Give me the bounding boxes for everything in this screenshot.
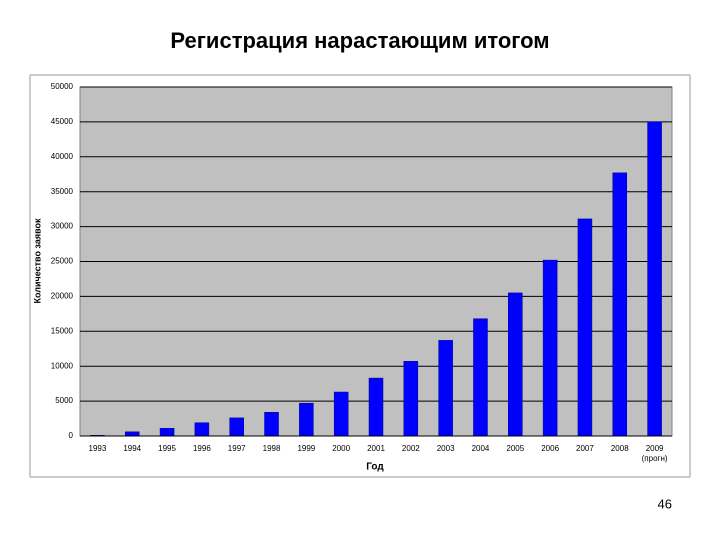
bar [229, 417, 244, 437]
y-tick-label: 10000 [51, 361, 74, 370]
bar [647, 121, 662, 437]
bar [508, 292, 523, 437]
x-tick-label: 1999 [297, 444, 315, 453]
x-tick-label: 2008 [611, 444, 629, 453]
bar [299, 402, 314, 437]
x-tick-label: 2003 [437, 444, 455, 453]
y-tick-label: 45000 [51, 117, 74, 126]
y-axis-label: Количество заявок [32, 218, 42, 303]
x-tick-label: 2001 [367, 444, 385, 453]
x-tick-label: 2002 [402, 444, 420, 453]
y-tick-label: 20000 [51, 292, 74, 301]
x-tick-label: 2007 [576, 444, 594, 453]
y-tick-label: 50000 [51, 82, 74, 91]
bar [194, 422, 210, 437]
x-tick-label: 1997 [228, 444, 246, 453]
x-tick-label: 1995 [158, 444, 176, 453]
x-tick-note: (прогн) [642, 454, 668, 463]
bar [612, 172, 628, 437]
bar [333, 391, 349, 437]
y-tick-label: 40000 [51, 152, 74, 161]
x-tick-label: 1996 [193, 444, 211, 453]
bar [159, 428, 175, 437]
page-number: 46 [658, 496, 672, 511]
bar [473, 318, 488, 437]
y-tick-label: 15000 [51, 326, 74, 335]
bar [264, 412, 279, 437]
y-tick-label: 5000 [55, 396, 73, 405]
x-tick-label: 1994 [123, 444, 141, 453]
y-tick-label: 25000 [51, 257, 74, 266]
bar [577, 218, 593, 437]
chart-title: Регистрация нарастающим итогом [170, 28, 549, 53]
bar [124, 431, 140, 437]
bar [403, 361, 419, 437]
x-tick-label: 2009 [646, 444, 664, 453]
x-tick-label: 2006 [541, 444, 559, 453]
bar [368, 377, 384, 437]
y-tick-label: 35000 [51, 187, 74, 196]
x-tick-label: 2004 [472, 444, 490, 453]
x-tick-label: 1993 [89, 444, 107, 453]
y-tick-label: 30000 [51, 222, 74, 231]
x-tick-label: 2000 [332, 444, 350, 453]
x-tick-label: 1998 [263, 444, 281, 453]
y-tick-label: 0 [69, 431, 74, 440]
bar [542, 259, 558, 437]
bar [438, 340, 453, 437]
x-tick-label: 2005 [506, 444, 524, 453]
x-axis-label: Год [366, 462, 384, 473]
